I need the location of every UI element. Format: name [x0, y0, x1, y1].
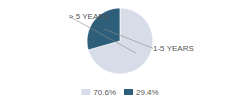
legend-swatch — [81, 89, 90, 95]
legend-label: 70.6% — [93, 88, 116, 97]
leader-line — [104, 29, 153, 48]
legend-item: 29.4% — [124, 88, 159, 97]
leader-line — [69, 16, 136, 53]
legend-label: 29.4% — [136, 88, 159, 97]
slice-annotation: > 5 YEARS — [69, 12, 110, 21]
legend-swatch — [124, 89, 133, 95]
slice-annotation: 1-5 YEARS — [153, 44, 194, 53]
annotations: > 5 YEARS 1-5 YEARS — [69, 12, 194, 53]
legend: 70.6% 29.4% — [81, 88, 158, 97]
chart: > 5 YEARS 1-5 YEARS 70.6% 29.4% — [0, 0, 240, 100]
legend-item: 70.6% — [81, 88, 116, 97]
